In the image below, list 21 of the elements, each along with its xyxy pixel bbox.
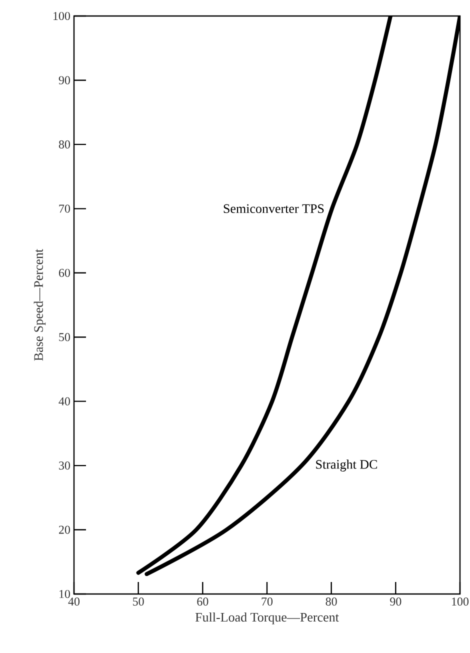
y-tick-label: 60: [58, 268, 70, 277]
y-tick-label: 90: [58, 76, 70, 84]
y-tick-label: 100: [54, 12, 70, 20]
x-axis-title: Full-Load Torque—Percent: [195, 612, 339, 624]
y-tick-label: 50: [59, 333, 70, 342]
x-tick-label: 60: [197, 598, 208, 606]
series-label: Semiconverter TPS: [224, 204, 324, 214]
x-tick-label: 100: [452, 598, 469, 606]
x-tick-label: 50: [133, 598, 144, 606]
y-tick-label: 10: [60, 590, 70, 598]
y-axis-title: Base Speed—Percent: [34, 248, 46, 361]
x-tick-label: 70: [262, 598, 273, 606]
y-tick-label: 80: [58, 140, 70, 148]
series-label: Straight DC: [316, 460, 378, 472]
x-tick-label: 80: [326, 598, 337, 606]
y-tick-label: 30: [59, 462, 70, 470]
y-tick-label: 40: [58, 397, 70, 406]
x-tick-label: 90: [390, 598, 402, 606]
x-tick-label: 40: [68, 598, 80, 606]
y-tick-label: 20: [59, 526, 70, 534]
y-tick-label: 70: [59, 204, 70, 213]
